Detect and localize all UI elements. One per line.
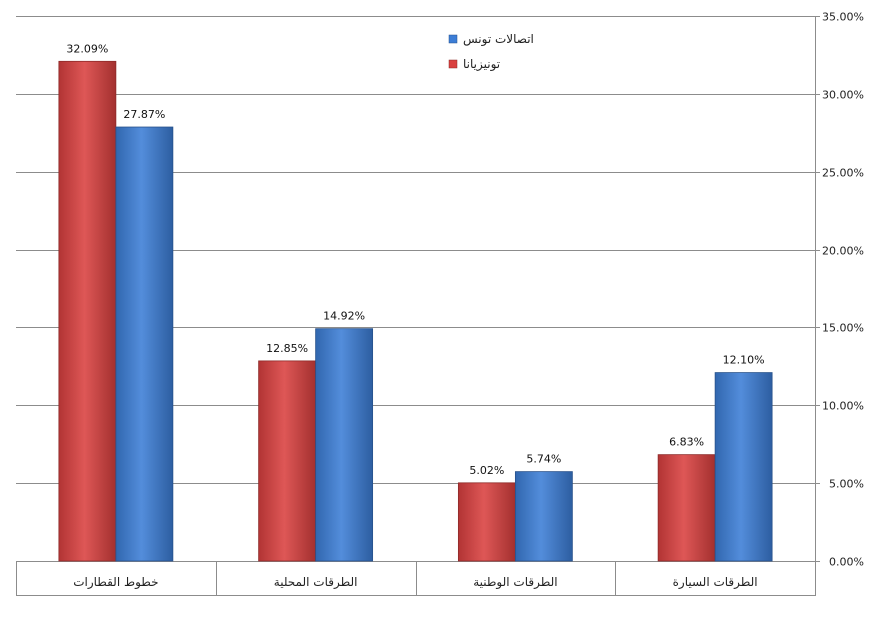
y-tick-label: 0.00% [829, 556, 864, 569]
bar-tunisie-telecom [115, 126, 174, 562]
data-label: 14.92% [323, 310, 365, 323]
axes: 0.00% 5.00% 10.00% 15.00% 20.00% 25.00% 30.00%… [16, 11, 864, 596]
y-tick-label: 20.00% [822, 245, 864, 258]
legend-swatch [448, 59, 458, 69]
y-tick-label: 15.00% [822, 322, 864, 335]
y-tick-label: 5.00% [829, 478, 864, 491]
bar-tunisie-telecom [315, 328, 374, 562]
bar-tunisiana [657, 454, 716, 562]
x-tick-label: الطرقات الوطنية [473, 575, 557, 590]
bars [58, 60, 773, 562]
data-label: 5.02% [469, 464, 504, 477]
y-tick-label: 25.00% [822, 167, 864, 180]
data-label: 5.74% [526, 453, 561, 466]
legend-label: تونيزيانا [463, 57, 500, 72]
data-labels: 32.09% 27.87% 12.85% 14.92% 5.02% 5.74% 6.83% 1… [66, 42, 764, 477]
data-label: 32.09% [66, 42, 108, 55]
y-tick-label: 30.00% [822, 89, 864, 102]
data-label: 6.83% [669, 436, 704, 449]
bar-tunisiana [457, 482, 516, 562]
data-label: 12.85% [266, 342, 308, 355]
legend: اتصالات تونس تونيزيانا [448, 32, 534, 72]
legend-label: اتصالات تونس [463, 32, 534, 47]
x-tick-label: خطوط القطارات [73, 575, 158, 590]
legend-swatch [448, 34, 458, 44]
y-tick-label: 35.00% [822, 11, 864, 24]
y-tick-label: 10.00% [822, 400, 864, 413]
x-tick-label: الطرقات السيارة [673, 575, 758, 590]
bar-tunisie-telecom [714, 372, 773, 562]
data-label: 27.87% [123, 108, 165, 121]
x-tick-label: الطرقات المحلية [274, 575, 358, 590]
bar-tunisiana [58, 60, 117, 562]
bar-tunisie-telecom [514, 471, 573, 562]
data-label: 12.10% [723, 354, 765, 367]
bar-tunisiana [258, 360, 317, 562]
